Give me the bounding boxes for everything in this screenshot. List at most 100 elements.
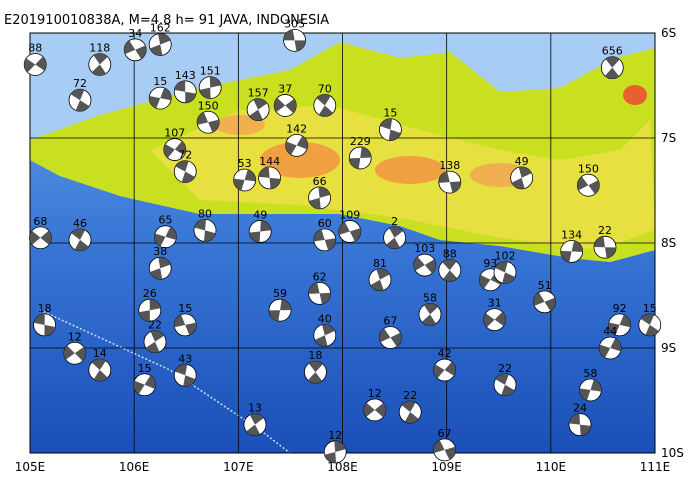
beachball-compression: [404, 412, 419, 424]
focal-mechanism: [348, 146, 372, 170]
depth-label: 102: [495, 249, 516, 262]
beachball-compression: [149, 299, 161, 311]
lon-tick-label: 105E: [15, 460, 46, 474]
focal-mechanism: [163, 138, 187, 161]
focal-mechanism: [63, 341, 87, 365]
lon-tick-label: 108E: [327, 460, 358, 474]
beachball-compression: [444, 446, 456, 460]
depth-label: 162: [150, 22, 171, 35]
depth-label: 53: [238, 157, 252, 170]
beachball-compression: [316, 94, 331, 106]
depth-label: 2: [391, 215, 398, 228]
depth-label: 26: [143, 287, 157, 300]
beachball-compression: [154, 233, 166, 247]
beachball-compression: [577, 176, 589, 191]
beachball-compression: [619, 314, 631, 328]
beachball-compression: [438, 171, 450, 183]
depth-label: 22: [148, 319, 162, 332]
depth-label: 59: [273, 287, 287, 300]
focal-mechanism: [433, 438, 456, 462]
beachball-compression: [569, 413, 580, 425]
depth-label: 15: [383, 107, 397, 120]
beachball-compression: [91, 64, 107, 76]
beachball-compression: [380, 118, 393, 130]
beachball-compression: [444, 361, 456, 376]
beachball-compression: [605, 56, 620, 68]
focal-mechanism: [133, 373, 156, 397]
beachball-compression: [501, 384, 515, 396]
beachball-compression: [334, 440, 346, 452]
beachball-compression: [183, 375, 196, 387]
beachball-compression: [204, 230, 216, 242]
focal-mechanism: [313, 228, 337, 252]
beachball-compression: [322, 324, 335, 336]
beachball-compression: [93, 370, 108, 382]
depth-label: 88: [443, 247, 457, 260]
beachball-compression: [249, 413, 264, 425]
focal-mechanism: [308, 281, 331, 305]
beachball-compression: [274, 97, 286, 113]
beachball-compression: [145, 341, 160, 353]
depth-label: 14: [93, 347, 107, 360]
beachball-compression: [594, 236, 605, 248]
beachball-compression: [149, 44, 163, 56]
focal-mechanism: [68, 88, 92, 112]
depth-label: 12: [368, 387, 382, 400]
beachball-compression: [29, 230, 41, 245]
depth-label: 18: [38, 302, 52, 315]
focal-mechanism: [313, 323, 337, 347]
focal-mechanism: [600, 56, 624, 80]
depth-label: 58: [423, 291, 437, 304]
depth-label: 67: [383, 315, 397, 328]
beachball-compression: [285, 141, 297, 155]
depth-label: 109: [339, 208, 360, 221]
beachball-compression: [376, 268, 390, 280]
beachball-compression: [285, 98, 297, 114]
beachball-compression: [194, 219, 206, 231]
beachball-compression: [494, 311, 506, 327]
focal-mechanism: [323, 440, 347, 464]
beachball-compression: [174, 364, 188, 376]
focal-mechanism: [568, 413, 592, 437]
focal-mechanism: [243, 413, 267, 437]
focal-mechanism: [413, 253, 437, 277]
beachball-compression: [433, 364, 445, 379]
focal-mechanism: [483, 308, 506, 332]
beachball-compression: [388, 129, 401, 141]
beachball-compression: [165, 226, 177, 240]
focal-mechanism: [148, 256, 172, 280]
beachball-compression: [319, 292, 331, 305]
beachball-compression: [608, 322, 620, 336]
depth-label: 66: [313, 175, 327, 188]
focal-mechanism: [88, 53, 112, 76]
depth-label: 42: [438, 347, 452, 360]
beachball-compression: [149, 268, 163, 280]
beachball-compression: [324, 451, 337, 463]
beachball-compression: [386, 237, 400, 249]
beachball-compression: [443, 270, 458, 282]
beachball-compression: [44, 324, 56, 336]
beachball-compression: [640, 313, 655, 325]
depth-label: 34: [128, 27, 142, 40]
focal-mechanism: [510, 166, 534, 190]
beachball-compression: [174, 141, 186, 156]
beachball-compression: [308, 361, 323, 373]
lat-tick-label: 10S: [661, 446, 684, 460]
focal-mechanism: [379, 326, 402, 349]
lat-tick-label: 6S: [661, 26, 676, 40]
focal-mechanism: [308, 186, 331, 210]
beachball-compression: [483, 313, 495, 328]
depth-label: 656: [602, 45, 623, 58]
lon-tick-label: 109E: [431, 460, 462, 474]
focal-mechanism: [258, 166, 281, 190]
focal-mechanism: [398, 400, 422, 424]
beachball-compression: [324, 238, 336, 251]
depth-label: 80: [198, 207, 212, 220]
beachball-compression: [571, 240, 583, 252]
focal-mechanism: [173, 80, 197, 104]
beachball-compression: [338, 221, 350, 235]
depth-label: 150: [198, 99, 219, 112]
beachball-compression: [423, 303, 439, 315]
beachball-compression: [71, 228, 86, 240]
